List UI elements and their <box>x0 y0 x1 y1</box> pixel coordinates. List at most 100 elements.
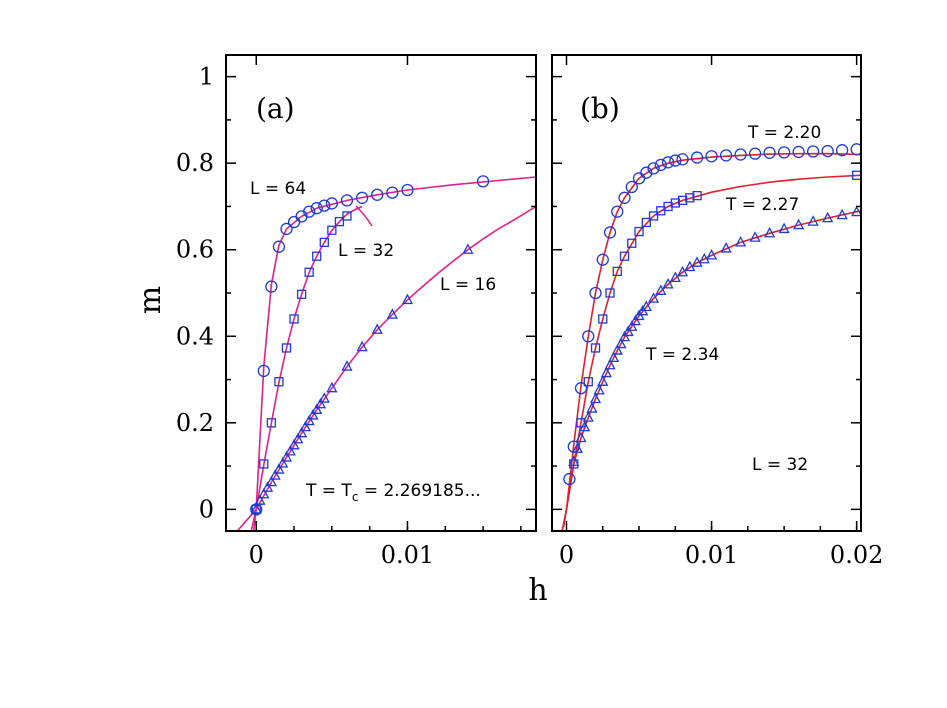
data-point-b-2-1 <box>571 442 583 453</box>
y-tick-label-4: 0.8 <box>176 149 214 177</box>
data-point-a-1-4 <box>281 343 292 353</box>
data-point-b-0-7 <box>611 205 624 218</box>
data-point-a-2-21 <box>356 340 368 352</box>
data-point-a-0-13 <box>371 188 384 201</box>
data-point-b-1-3 <box>590 343 601 353</box>
data-point-b-2-20 <box>640 300 652 311</box>
data-point-b-2-30 <box>720 242 732 253</box>
data-point-a-2-23 <box>386 308 398 319</box>
temp-critical-rest: = 2.269185... <box>358 481 480 501</box>
data-point-a-2-10 <box>288 438 300 450</box>
data-point-a-0-7 <box>303 205 316 218</box>
data-point-b-2-21 <box>647 292 660 303</box>
data-point-a-0-4 <box>280 222 293 236</box>
data-point-b-2-16 <box>626 320 638 331</box>
data-point-b-2-38 <box>836 208 848 220</box>
data-point-b-0-5 <box>596 253 609 266</box>
data-point-b-2-14 <box>618 330 631 342</box>
data-point-b-0-27 <box>835 144 849 157</box>
data-point-b-0-14 <box>661 156 675 169</box>
data-point-a-2-20 <box>341 360 353 371</box>
data-point-b-2-0 <box>568 455 580 466</box>
x-tick-label-b-0: 0 <box>559 541 574 569</box>
data-point-a-2-3 <box>262 481 274 492</box>
data-point-b-2-34 <box>778 222 790 234</box>
y-tick-label-0: 0 <box>199 495 214 523</box>
data-point-a-0-3 <box>272 240 286 253</box>
panel-b-ticks: 0 0.01 0.02 <box>552 55 883 569</box>
data-point-b-2-10 <box>604 358 616 370</box>
data-point-b-0-22 <box>763 146 776 159</box>
data-point-b-0-15 <box>669 154 682 167</box>
data-point-a-0-8 <box>310 202 323 215</box>
data-point-b-2-8 <box>597 375 609 386</box>
data-point-b-2-12 <box>611 344 623 355</box>
data-point-a-2-19 <box>326 381 338 393</box>
data-point-a-0-10 <box>325 197 339 210</box>
label-L64: L = 64 <box>250 179 306 199</box>
y-tick-label-3: 0.6 <box>176 236 214 264</box>
data-point-b-0-12 <box>647 162 660 175</box>
panel-b-clip-group <box>561 143 861 531</box>
data-point-b-2-33 <box>764 226 776 238</box>
data-point-a-1-9 <box>319 237 329 248</box>
data-point-b-1-10 <box>641 217 651 228</box>
data-point-a-2-9 <box>284 444 296 456</box>
data-point-b-0-8 <box>618 191 631 204</box>
data-point-b-1-16 <box>685 193 695 203</box>
data-point-b-2-32 <box>749 231 761 242</box>
data-point-a-1-12 <box>342 211 352 221</box>
label-temperature-critical: T = Tc = 2.269185... <box>305 481 481 504</box>
data-point-b-2-29 <box>705 248 718 260</box>
data-point-b-1-6 <box>612 266 622 277</box>
data-point-b-1-7 <box>619 251 630 261</box>
data-point-b-2-36 <box>807 215 819 226</box>
data-point-b-2-3 <box>579 420 591 432</box>
data-point-b-2-9 <box>600 366 612 378</box>
data-point-b-0-19 <box>719 149 733 162</box>
data-point-b-2-37 <box>822 211 834 223</box>
data-point-b-2-22 <box>655 284 667 295</box>
label-L16: L = 16 <box>440 275 496 295</box>
data-point-a-2-16 <box>311 403 323 414</box>
data-point-a-0-1 <box>257 364 270 378</box>
label-L32: L = 32 <box>338 241 394 261</box>
data-point-b-0-13 <box>654 158 667 172</box>
data-point-a-1-1 <box>259 459 269 469</box>
y-tick-label-2: 0.4 <box>176 322 214 350</box>
fit-curve-b-0 <box>562 152 861 527</box>
panel-b-label: (b) <box>580 92 620 125</box>
x-tick-label-a-1: 0.01 <box>381 541 434 569</box>
data-point-b-1-17 <box>692 190 702 201</box>
label-L32-b: L = 32 <box>752 455 808 475</box>
data-point-b-1-14 <box>670 198 680 208</box>
data-point-a-0-9 <box>318 199 331 212</box>
data-point-b-2-15 <box>622 325 634 337</box>
data-point-a-2-14 <box>303 414 315 426</box>
x-tick-label-a-0: 0 <box>249 541 264 569</box>
temp-critical-main: T = T <box>305 481 352 501</box>
data-point-b-0-0 <box>563 472 576 486</box>
fit-curve-a-0 <box>252 176 536 531</box>
data-point-a-2-4 <box>265 475 277 487</box>
data-point-b-2-5 <box>586 402 598 413</box>
data-point-a-1-10 <box>327 225 337 235</box>
data-point-a-0-12 <box>355 191 369 204</box>
data-point-b-1-5 <box>605 288 615 298</box>
data-point-a-0-11 <box>340 194 354 207</box>
x-tick-label-b-2: 0.02 <box>830 541 883 569</box>
panel-b: 0 0.01 0.02 (b) T = 2.20 T = 2.27 T = 2.34… <box>551 54 883 569</box>
data-point-b-2-24 <box>669 271 681 283</box>
data-point-b-2-35 <box>793 218 805 230</box>
data-point-a-2-5 <box>269 469 281 480</box>
data-point-a-2-8 <box>280 451 293 462</box>
panel-a-plot-area <box>236 175 536 531</box>
data-point-a-2-1 <box>254 494 266 505</box>
data-point-b-0-26 <box>821 144 834 158</box>
data-point-b-0-4 <box>589 286 602 300</box>
data-point-a-2-7 <box>277 457 289 468</box>
data-point-b-0-24 <box>792 145 805 159</box>
y-tick-label-1: 0.2 <box>176 409 214 437</box>
panel-b-plot-area <box>561 143 861 531</box>
